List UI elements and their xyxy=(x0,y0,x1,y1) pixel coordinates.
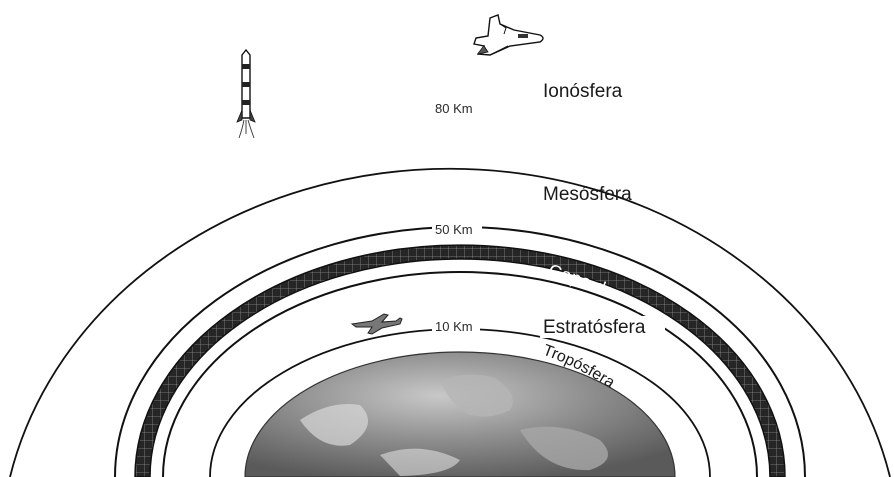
altitude-label-50km: 50 Km xyxy=(435,222,473,237)
ionosphere-boundary-arc xyxy=(9,167,891,477)
rocket-icon xyxy=(236,48,256,139)
altitude-label-10km: 10 Km xyxy=(435,319,473,334)
space-shuttle-icon xyxy=(473,14,544,56)
earth-globe-icon xyxy=(244,351,676,477)
ionosphere-label: Ionósfera xyxy=(543,81,623,102)
altitude-label-80km: 80 Km xyxy=(435,101,473,116)
ozone-layer-band xyxy=(134,244,786,477)
stratosphere-inner-arc xyxy=(162,271,758,477)
mesosphere-label: Mesósfera xyxy=(543,184,632,205)
stratosphere-label: Estratósfera xyxy=(543,317,646,338)
jet-plane-icon xyxy=(350,313,403,335)
